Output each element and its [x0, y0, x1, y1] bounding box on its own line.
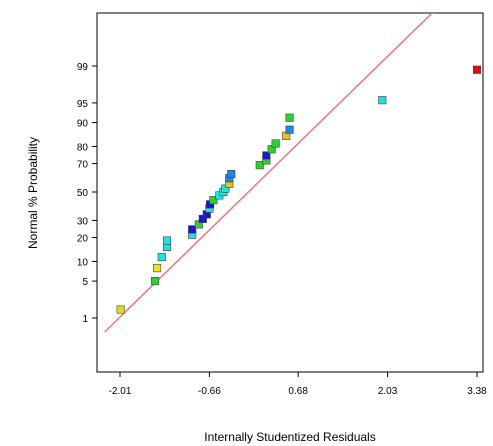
y-tick-label: 30 — [77, 216, 89, 227]
y-tick-label: 70 — [77, 160, 89, 171]
y-tick-label: 5 — [82, 277, 88, 288]
data-point — [255, 161, 264, 170]
data-point — [116, 305, 125, 314]
plot-area-frame — [96, 12, 484, 373]
y-tick-label: 20 — [77, 234, 89, 245]
reference-line — [104, 13, 434, 333]
data-point — [271, 139, 280, 148]
data-point — [151, 277, 160, 286]
data-point — [209, 196, 218, 205]
x-axis: -2.01 -0.66 0.68 2.03 3.38 — [109, 372, 487, 397]
data-point — [227, 169, 236, 179]
y-tick-label: 1 — [82, 314, 88, 325]
reference-line-group — [104, 13, 434, 333]
data-point — [157, 252, 166, 262]
data-points-group — [116, 65, 482, 314]
data-point — [285, 113, 294, 122]
y-axis: 1 5 10 20 30 50 70 80 90 95 99 — [77, 62, 97, 325]
data-point — [188, 225, 197, 234]
y-tick-label: 95 — [77, 99, 89, 110]
data-point — [262, 151, 271, 160]
y-tick-label: 99 — [77, 62, 89, 73]
y-tick-label: 50 — [77, 188, 89, 199]
x-axis-title: Internally Studentized Residuals — [204, 430, 375, 444]
x-tick-label: -0.66 — [198, 386, 221, 397]
data-point — [162, 236, 172, 245]
y-tick-label: 90 — [77, 119, 89, 130]
x-tick-label: 3.38 — [467, 386, 487, 397]
data-point — [285, 125, 294, 134]
data-point — [472, 65, 482, 74]
y-axis-title: Normal % Probability — [26, 137, 40, 249]
data-point — [153, 264, 162, 273]
x-tick-label: -2.01 — [109, 386, 132, 397]
x-tick-label: 2.03 — [378, 386, 398, 397]
y-tick-label: 10 — [77, 257, 89, 268]
y-tick-label: 80 — [77, 142, 89, 153]
data-point — [378, 96, 387, 105]
x-tick-label: 0.68 — [288, 386, 308, 397]
